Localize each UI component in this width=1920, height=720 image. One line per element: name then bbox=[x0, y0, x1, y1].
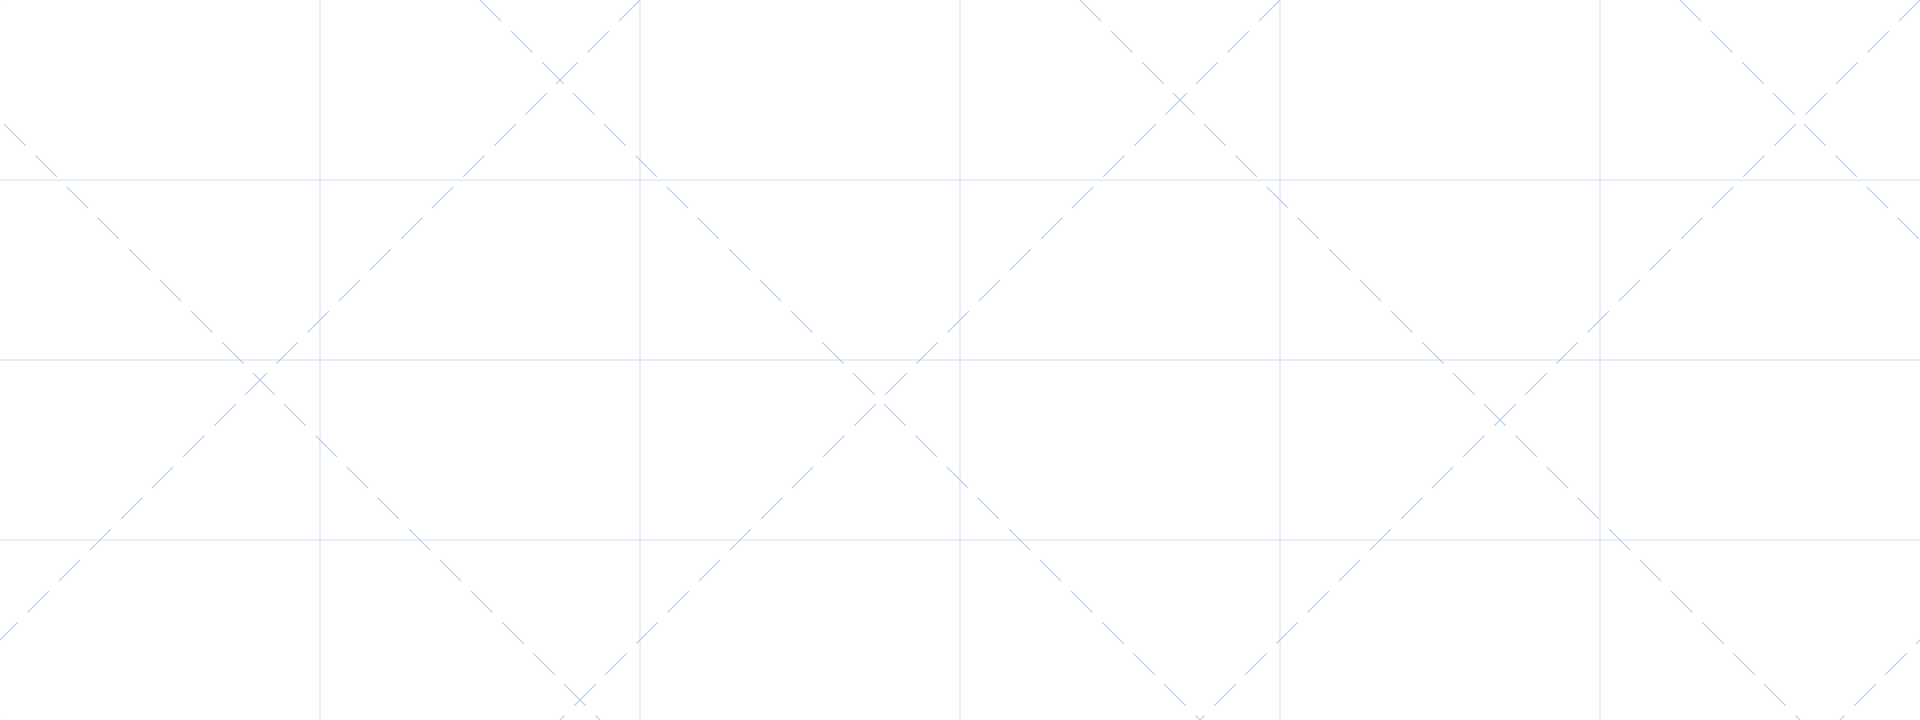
diagonal-line-ascending bbox=[0, 0, 641, 641]
diagonal-line-ascending bbox=[559, 0, 1281, 720]
diagonal-line-ascending bbox=[1199, 0, 1920, 720]
diagonal-line-descending bbox=[0, 119, 601, 720]
diagonal-line-descending bbox=[1079, 0, 1801, 720]
diagonal-line-descending bbox=[479, 0, 1201, 720]
